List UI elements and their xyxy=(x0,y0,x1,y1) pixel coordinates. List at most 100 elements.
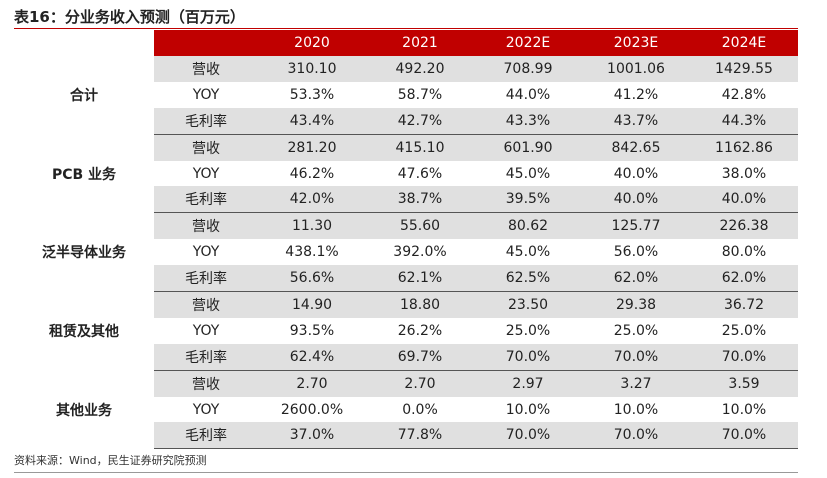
value-cell: 42.8% xyxy=(721,86,767,103)
value-cell: 1429.55 xyxy=(690,56,798,82)
table-row: PCB 业务 营收 281.20 415.10 601.90 842.65 1162.86 xyxy=(14,134,798,213)
metric-label: 营收 xyxy=(154,56,258,82)
value-cell: 842.65 xyxy=(582,134,690,161)
value-cell: 38.0% xyxy=(721,165,767,182)
value-cell: 10.0% xyxy=(613,401,659,418)
value-cell: 70.0% xyxy=(582,422,690,450)
value-cell: 601.90 xyxy=(474,134,582,161)
header-year: 2024E xyxy=(690,30,798,56)
value-cell: 41.2% xyxy=(613,86,659,103)
value-cell: 70.0% xyxy=(690,422,798,450)
value-cell: 44.3% xyxy=(690,107,798,135)
value-cell: 415.10 xyxy=(366,134,474,161)
value-cell: 55.60 xyxy=(366,212,474,240)
group-label: PCB 业务 xyxy=(14,134,154,213)
group-section: 泛半导体业务 营收 11.30 55.60 80.62 125.77 226.38 YOY 43… xyxy=(14,212,798,293)
value-cell: 56.0% xyxy=(613,244,659,261)
value-cell: 45.0% xyxy=(505,244,551,261)
value-cell: 11.30 xyxy=(258,212,366,240)
value-cell: 708.99 xyxy=(474,56,582,82)
value-cell: 1001.06 xyxy=(582,56,690,82)
metric-label: YOY xyxy=(192,244,220,261)
value-cell: 29.38 xyxy=(582,291,690,318)
value-cell: 47.6% xyxy=(397,165,443,182)
header-corner xyxy=(14,30,154,56)
value-cell: 438.1% xyxy=(285,244,339,261)
value-cell: 310.10 xyxy=(258,56,366,82)
value-cell: 70.0% xyxy=(690,343,798,371)
value-cell: 26.2% xyxy=(397,322,443,339)
value-cell: 70.0% xyxy=(582,343,690,371)
value-cell: 40.0% xyxy=(690,186,798,214)
value-cell: 80.0% xyxy=(721,244,767,261)
value-cell: 42.7% xyxy=(366,107,474,135)
metric-label: 营收 xyxy=(154,370,258,397)
table-row: 毛利率 42.0% 38.7% 39.5% 40.0% 40.0% xyxy=(14,186,798,214)
value-cell: 39.5% xyxy=(474,186,582,214)
value-cell: 10.0% xyxy=(505,401,551,418)
value-cell: 3.27 xyxy=(582,370,690,397)
value-cell: 226.38 xyxy=(690,212,798,240)
value-cell: 492.20 xyxy=(366,56,474,82)
metric-label: 营收 xyxy=(154,291,258,318)
value-cell: 46.2% xyxy=(289,165,335,182)
value-cell: 2.97 xyxy=(474,370,582,397)
value-cell: 56.6% xyxy=(258,265,366,293)
value-cell: 14.90 xyxy=(258,291,366,318)
metric-label: 毛利率 xyxy=(154,186,258,214)
value-cell: 37.0% xyxy=(258,422,366,450)
value-cell: 40.0% xyxy=(613,165,659,182)
value-cell: 392.0% xyxy=(393,244,447,261)
metric-label: 毛利率 xyxy=(154,107,258,135)
value-cell: 25.0% xyxy=(613,322,659,339)
value-cell: 69.7% xyxy=(366,343,474,371)
title-rule xyxy=(14,28,798,29)
header-year: 2021 xyxy=(366,30,474,56)
value-cell: 45.0% xyxy=(505,165,551,182)
group-section: 租赁及其他 营收 14.90 18.80 23.50 29.38 36.72 YOY 93.5%… xyxy=(14,291,798,371)
value-cell: 62.0% xyxy=(582,265,690,293)
value-cell: 62.1% xyxy=(366,265,474,293)
value-cell: 25.0% xyxy=(721,322,767,339)
group-label: 租赁及其他 xyxy=(14,291,154,371)
table-row: 毛利率 56.6% 62.1% 62.5% 62.0% 62.0% xyxy=(14,265,798,293)
header-year: 2020 xyxy=(258,30,366,56)
table-row: 毛利率 43.4% 42.7% 43.3% 43.7% 44.3% xyxy=(14,107,798,135)
value-cell: 44.0% xyxy=(505,86,551,103)
table-row: 毛利率 62.4% 69.7% 70.0% 70.0% 70.0% xyxy=(14,343,798,371)
table-row: YOY 93.5% 26.2% 25.0% 25.0% 25.0% xyxy=(14,318,798,344)
group-section: PCB 业务 营收 281.20 415.10 601.90 842.65 1162.86 Y… xyxy=(14,134,798,214)
metric-label: YOY xyxy=(192,322,220,339)
table-row: 合计 营收 310.10 492.20 708.99 1001.06 1429.55 xyxy=(14,56,798,135)
header-row: 2020 2021 2022E 2023E 2024E xyxy=(14,30,798,56)
value-cell: 25.0% xyxy=(505,322,551,339)
value-cell: 53.3% xyxy=(289,86,335,103)
value-cell: 2.70 xyxy=(258,370,366,397)
value-cell: 58.7% xyxy=(397,86,443,103)
value-cell: 42.0% xyxy=(258,186,366,214)
table-row: 毛利率 37.0% 77.8% 70.0% 70.0% 70.0% xyxy=(14,422,798,450)
value-cell: 70.0% xyxy=(474,422,582,450)
group-label: 合计 xyxy=(14,56,154,135)
value-cell: 93.5% xyxy=(289,322,335,339)
value-cell: 281.20 xyxy=(258,134,366,161)
metric-label: 毛利率 xyxy=(154,422,258,450)
value-cell: 1162.86 xyxy=(690,134,798,161)
table-row: YOY 46.2% 47.6% 45.0% 40.0% 38.0% xyxy=(14,161,798,187)
value-cell: 62.0% xyxy=(690,265,798,293)
value-cell: 36.72 xyxy=(690,291,798,318)
value-cell: 43.4% xyxy=(258,107,366,135)
metric-label: 营收 xyxy=(154,212,258,240)
value-cell: 2600.0% xyxy=(280,401,344,418)
value-cell: 125.77 xyxy=(582,212,690,240)
value-cell: 10.0% xyxy=(721,401,767,418)
value-cell: 62.4% xyxy=(258,343,366,371)
value-cell: 77.8% xyxy=(366,422,474,450)
metric-label: 毛利率 xyxy=(154,265,258,293)
header-metric xyxy=(154,30,258,56)
table-row: YOY 438.1% 392.0% 45.0% 56.0% 80.0% xyxy=(14,239,798,265)
value-cell: 38.7% xyxy=(366,186,474,214)
metric-label: YOY xyxy=(192,165,220,182)
value-cell: 80.62 xyxy=(474,212,582,240)
metric-label: 营收 xyxy=(154,134,258,161)
